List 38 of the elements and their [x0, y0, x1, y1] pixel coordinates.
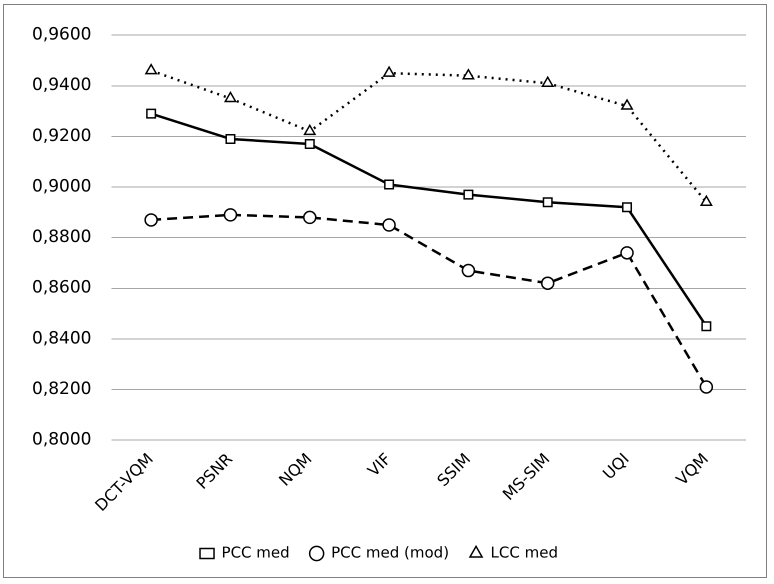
point	[224, 92, 236, 102]
legend-label: PCC med	[222, 543, 290, 562]
y-tick-label: 0,9200	[32, 126, 92, 146]
point	[700, 380, 714, 394]
point	[700, 195, 712, 206]
y-tick-label: 0,8000	[32, 430, 92, 450]
y-tick-label: 0,8200	[32, 378, 92, 399]
point	[304, 139, 315, 150]
y-tick-label: 0,8400	[32, 328, 92, 348]
point	[303, 210, 317, 224]
y-tick-label: 0,9600	[32, 24, 92, 45]
point	[383, 66, 396, 77]
point	[224, 208, 238, 222]
legend-label: LCC med	[490, 543, 558, 562]
y-tick-label: 0,9000	[32, 176, 92, 196]
point	[144, 213, 158, 227]
point	[225, 134, 236, 144]
point	[462, 264, 476, 278]
point	[542, 76, 554, 88]
point	[620, 246, 634, 260]
point	[463, 190, 474, 200]
point	[304, 124, 316, 136]
y-tick-label: 0,9400	[32, 75, 92, 96]
x-tick-label: UQI	[598, 449, 633, 484]
point	[146, 108, 156, 119]
point	[145, 64, 158, 74]
y-tick-label: 0,8800	[32, 227, 92, 248]
x-tick-label: VIF	[364, 449, 395, 480]
point	[542, 197, 553, 208]
y-tick-label: 0,8600	[32, 278, 92, 298]
point	[540, 276, 554, 290]
point	[382, 218, 396, 232]
point	[462, 68, 474, 80]
point	[621, 99, 633, 110]
point	[701, 321, 712, 332]
legend-label: PCC med (mod)	[331, 543, 450, 562]
point	[622, 202, 632, 212]
point	[384, 180, 394, 190]
